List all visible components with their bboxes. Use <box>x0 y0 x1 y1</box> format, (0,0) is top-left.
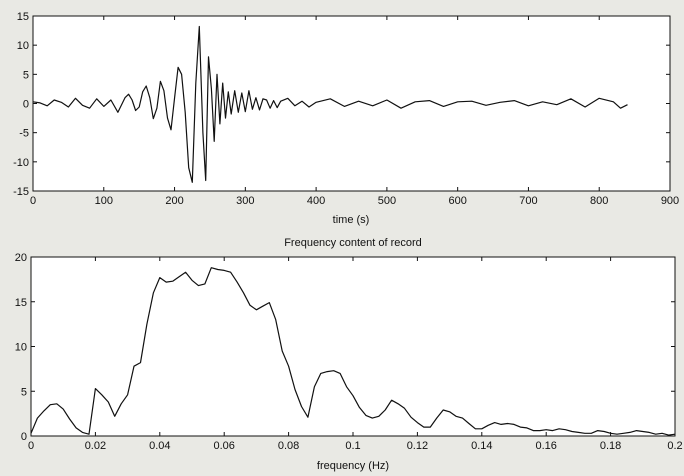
time-series-ytick-label: -15 <box>13 186 29 198</box>
frequency-tick-group: 0 0.02 0.04 0.06 0.08 0.1 0.12 0.14 0.16 0.18 0.2 0… <box>15 252 683 452</box>
time-series-tick-group: 0 100 200 300 400 500 600 700 800 900 -15 -10 -5 0 5 10… <box>13 11 679 207</box>
time-series-xtick-label: 700 <box>519 195 537 207</box>
frequency-ytick-label: 20 <box>15 252 27 264</box>
time-series-xtick-label: 500 <box>378 195 396 207</box>
time-series-ytick-label: 5 <box>23 69 29 81</box>
time-series-ytick-label: 0 <box>23 99 29 111</box>
frequency-xtick-label: 0.2 <box>667 440 682 452</box>
frequency-content-line <box>30 267 676 436</box>
frequency-xtick-label: 0.16 <box>535 440 556 452</box>
frequency-xtick-label: 0.12 <box>407 440 428 452</box>
frequency-xtick-label: 0.18 <box>600 440 621 452</box>
time-series-ytick-label: -10 <box>13 157 29 169</box>
frequency-xlabel: frequency (Hz) <box>317 460 389 472</box>
frequency-xtick-label: 0.06 <box>213 440 234 452</box>
time-series-xtick-label: 300 <box>236 195 254 207</box>
time-series-xtick-label: 400 <box>307 195 325 207</box>
frequency-xtick-label: 0.14 <box>471 440 492 452</box>
frequency-ytick-label: 10 <box>15 342 27 354</box>
frequency-ytick-label: 5 <box>21 386 27 398</box>
time-series-ytick-label: 10 <box>17 40 29 52</box>
frequency-axes-box <box>30 256 676 437</box>
frequency-xtick-label: 0.1 <box>345 440 360 452</box>
frequency-xtick-label: 0.08 <box>278 440 299 452</box>
time-series-ytick-label: -5 <box>19 128 29 140</box>
time-series-line <box>32 25 628 183</box>
frequency-xtick-label: 0.04 <box>149 440 170 452</box>
time-series-xtick-label: 100 <box>95 195 113 207</box>
time-series-xtick-label: 600 <box>448 195 466 207</box>
time-series-xtick-label: 0 <box>30 195 36 207</box>
time-series-xlabel: time (s) <box>333 214 370 226</box>
time-series-chart: 0 100 200 300 400 500 600 700 800 900 -15 -10 -5 0 5 10… <box>13 11 679 226</box>
time-series-ytick-label: 15 <box>17 11 29 23</box>
time-series-xtick-label: 200 <box>165 195 183 207</box>
frequency-ytick-label: 15 <box>15 297 27 309</box>
frequency-chart-title: Frequency content of record <box>284 237 422 249</box>
frequency-content-chart: 0 0.02 0.04 0.06 0.08 0.1 0.12 0.14 0.16 0.18 0.2 0… <box>15 237 683 472</box>
time-series-xtick-label: 900 <box>661 195 679 207</box>
time-series-xtick-label: 800 <box>590 195 608 207</box>
frequency-ytick-label: 0 <box>21 431 27 443</box>
frequency-xtick-label: 0.02 <box>85 440 106 452</box>
frequency-xtick-label: 0 <box>28 440 34 452</box>
